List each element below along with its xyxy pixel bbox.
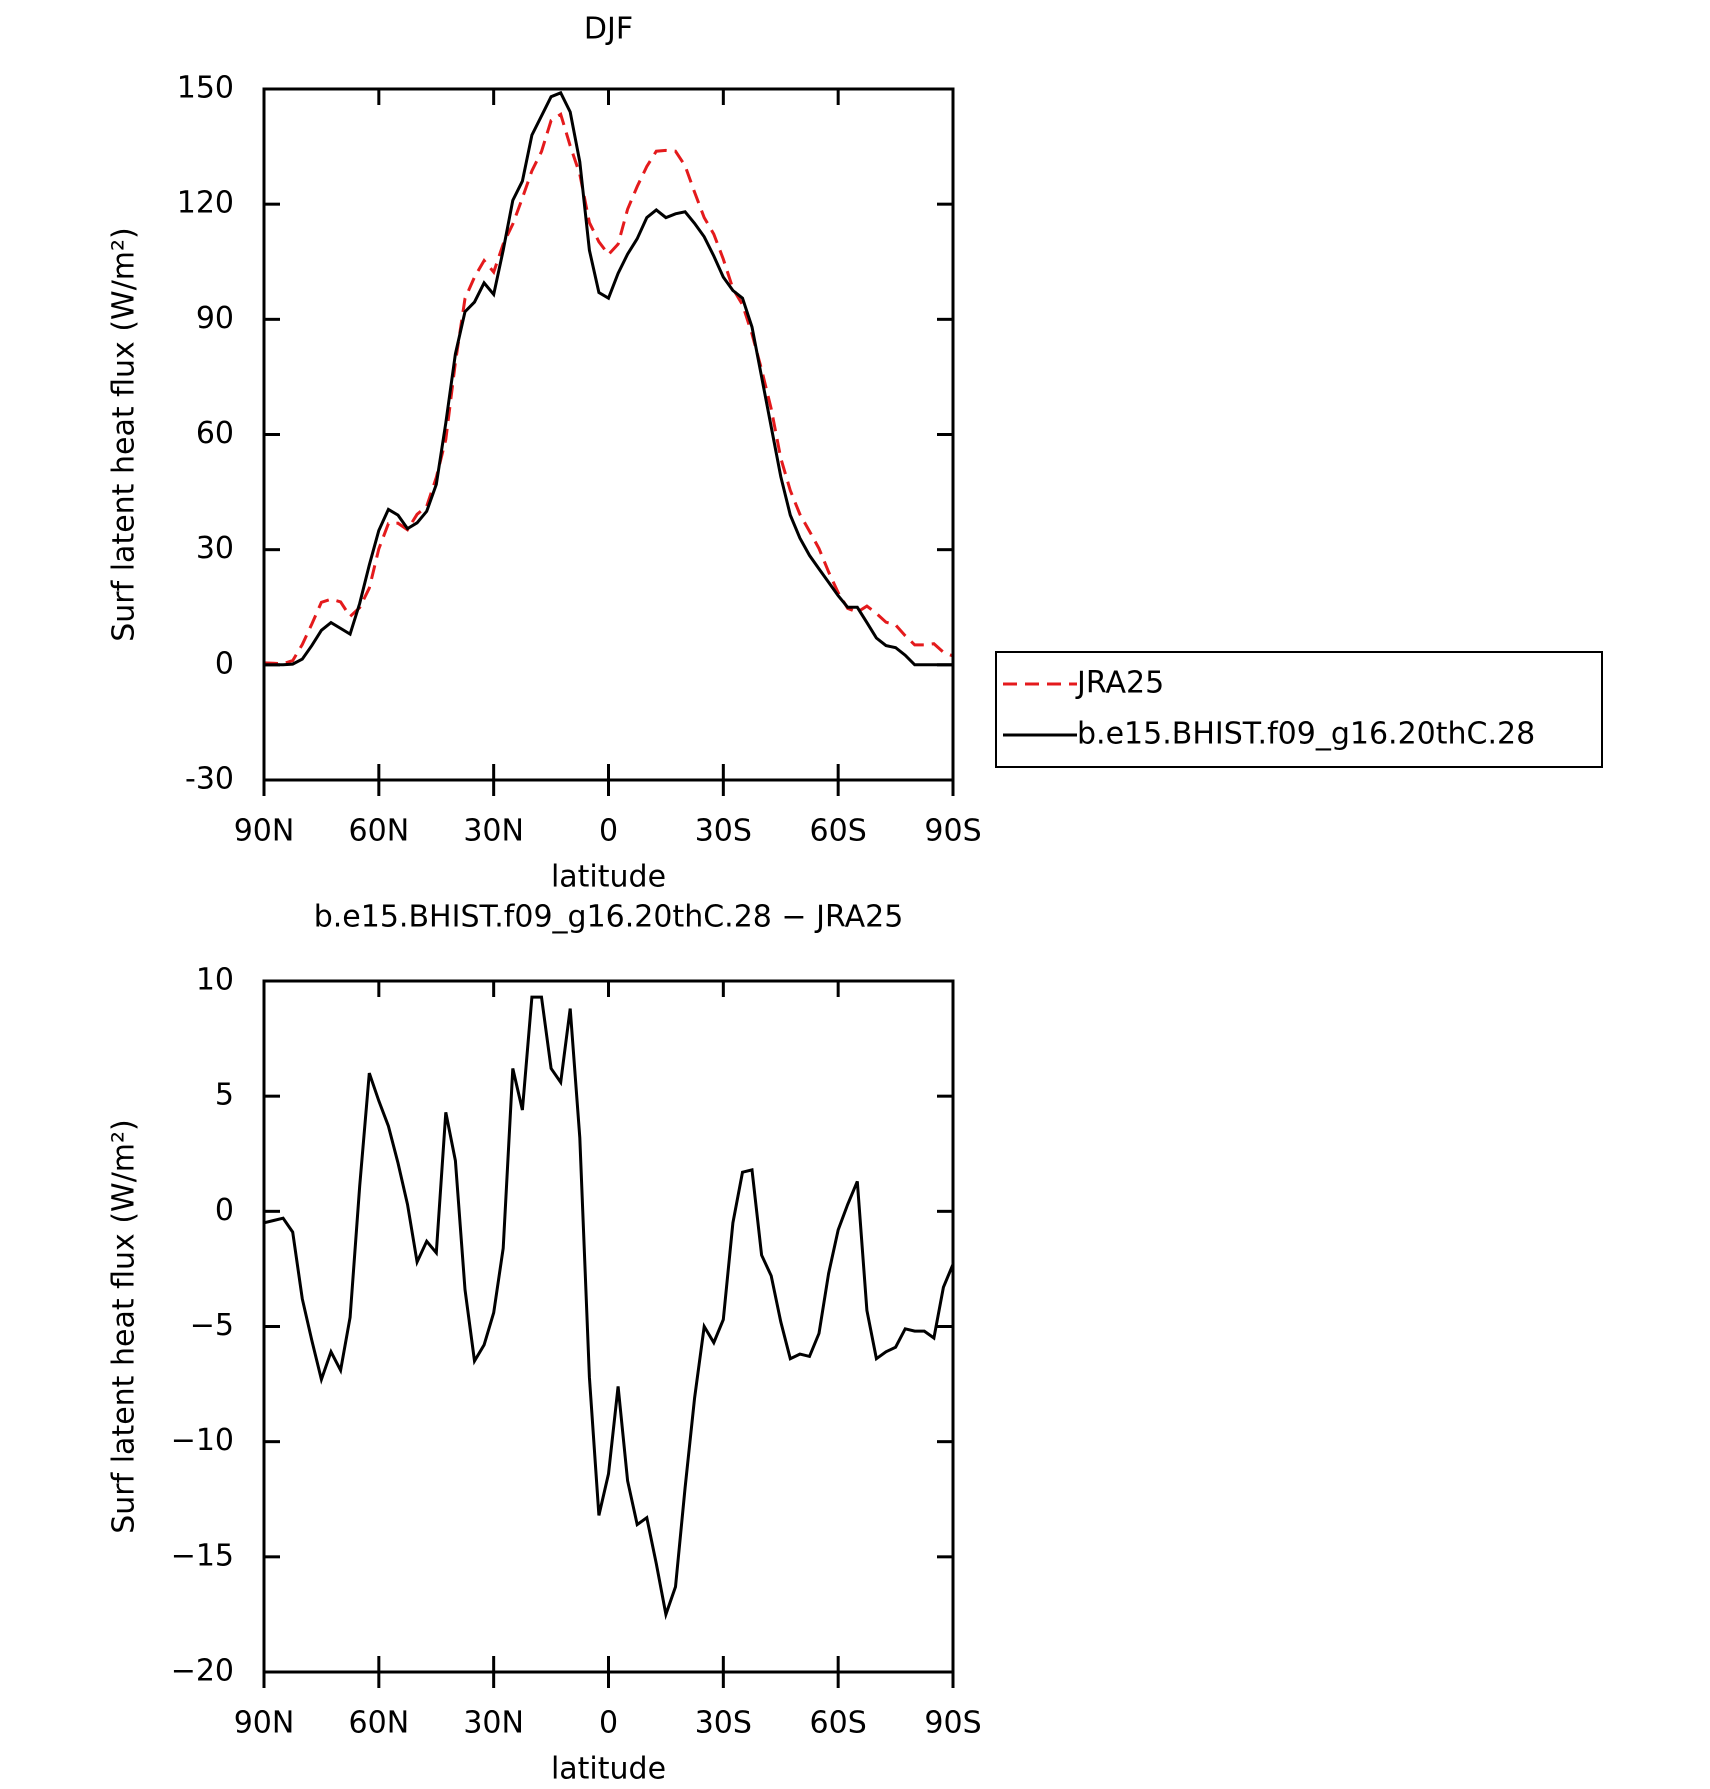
chart-title: DJF: [584, 12, 633, 47]
x-tick-label: 90N: [234, 814, 295, 849]
legend-label: b.e15.BHIST.f09_g16.20thC.28: [1077, 717, 1535, 752]
y-tick-label: 150: [177, 71, 234, 106]
x-tick-label: 30N: [463, 814, 524, 849]
y-tick-label: -30: [185, 762, 234, 797]
data-line: [263, 111, 954, 666]
x-tick-label: 30S: [695, 1706, 752, 1741]
x-tick-label: 0: [599, 814, 618, 849]
x-tick-label: 90N: [234, 1706, 295, 1741]
y-axis-label: Surf latent heat flux (W/m²): [107, 1119, 142, 1534]
x-axis-label: latitude: [551, 1752, 666, 1787]
y-tick-label: 0: [215, 646, 234, 681]
y-tick-label: 5: [215, 1078, 234, 1113]
x-axis-label: latitude: [551, 860, 666, 895]
y-tick-label: −10: [171, 1423, 234, 1458]
data-line: [264, 90, 953, 667]
x-tick-label: 30S: [695, 814, 752, 849]
data-line: [263, 995, 955, 1621]
x-tick-label: 60N: [349, 1706, 410, 1741]
y-tick-label: 120: [177, 186, 234, 221]
x-tick-label: 60S: [810, 814, 867, 849]
y-tick-label: 10: [196, 963, 234, 998]
y-axis-label: Surf latent heat flux (W/m²): [107, 227, 142, 642]
plot-frame: [262, 979, 955, 1674]
chart-title: b.e15.BHIST.f09_g16.20thC.28 − JRA25: [314, 900, 904, 935]
legend-box: [995, 651, 1603, 768]
y-tick-label: −20: [171, 1654, 234, 1689]
y-tick-label: 60: [196, 416, 234, 451]
y-tick-label: 90: [196, 301, 234, 336]
x-tick-label: 60N: [349, 814, 410, 849]
x-tick-label: 90S: [924, 814, 981, 849]
y-tick-label: −5: [190, 1308, 234, 1343]
y-tick-label: 0: [215, 1193, 234, 1228]
y-tick-label: 30: [196, 531, 234, 566]
x-tick-label: 90S: [924, 1706, 981, 1741]
y-tick-label: −15: [171, 1538, 234, 1573]
legend-label: JRA25: [1075, 666, 1164, 701]
x-tick-label: 60S: [810, 1706, 867, 1741]
x-tick-label: 30N: [463, 1706, 524, 1741]
x-tick-label: 0: [599, 1706, 618, 1741]
plot-frame: [262, 87, 955, 782]
